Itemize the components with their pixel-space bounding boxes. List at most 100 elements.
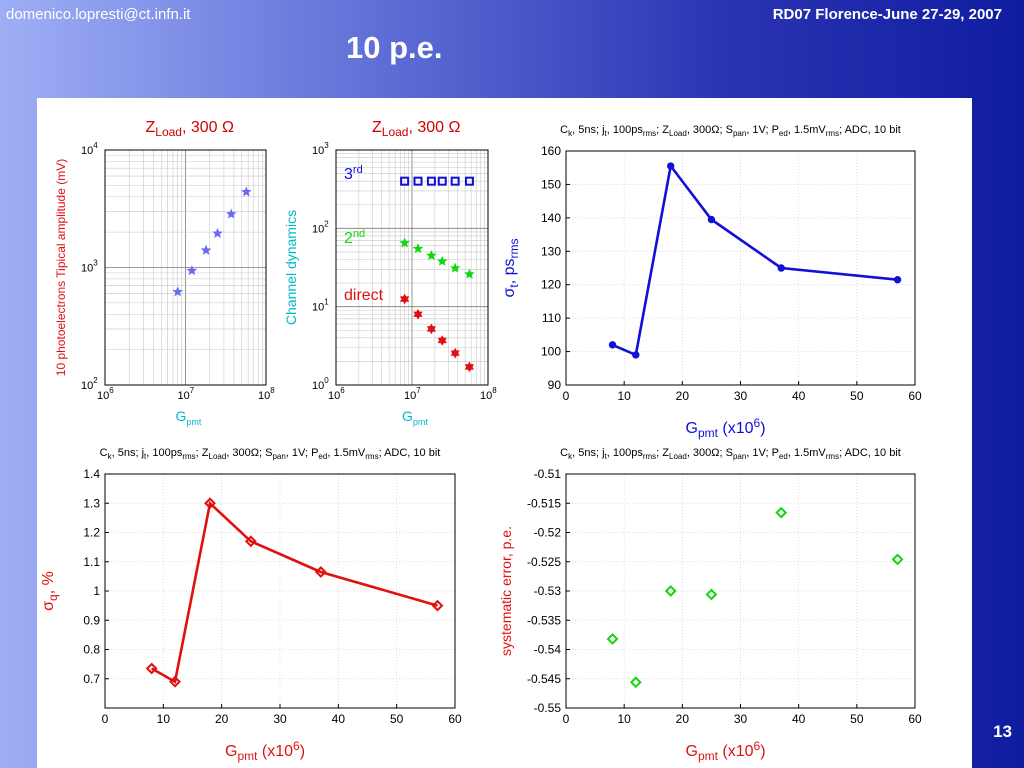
series-label: 3rd [344,164,363,183]
x-tick-label: 10 [617,712,631,726]
y-tick-label: 104 [81,141,98,157]
data-point [464,268,475,279]
series-label: 2nd [344,228,365,247]
data-point [664,585,677,597]
x-axis-label: Gpmt [176,408,202,427]
x-tick-label: 0 [563,712,570,726]
y-tick-label: 101 [312,298,329,314]
y-tick-label: 102 [81,376,98,392]
data-point [226,208,237,219]
y-axis-label: σq, % [40,571,60,611]
y-axis-label: σt, psrms [501,238,521,297]
y-tick-label: 0.8 [83,643,100,657]
chart-caption: Ck, 5ns; jt, 100psrms; ZLoad, 300Ω; Span… [560,124,901,138]
y-tick-label: 1 [93,584,100,598]
y-tick-label: 102 [312,219,329,235]
x-tick-label: 107 [178,386,195,402]
y-axis-label: Channel dynamics [283,210,299,325]
y-tick-label: 0.9 [83,613,100,627]
series-b-2 [400,293,475,373]
series-label: direct [344,287,384,304]
y-tick-label: 1.2 [83,526,100,540]
x-tick-label: 106 [97,386,114,402]
x-tick-label: 107 [404,386,421,402]
data-point [314,566,327,578]
data-point [777,264,785,272]
y-tick-label: 100 [541,345,561,359]
x-axis-label: Gpmt (x106) [686,739,766,763]
data-point [172,286,184,297]
data-point [707,215,716,224]
x-tick-label: 0 [102,712,109,726]
data-point [891,553,904,566]
data-point [212,227,223,238]
x-tick-label: 60 [908,712,922,726]
data-point [413,176,423,186]
chart-e: 0 10 20 30 40 50 60 -0.55 -0.545 -0.54 -0.535 -0.53… [498,447,922,763]
data-point [464,364,475,373]
x-tick-label: 50 [850,712,864,726]
y-axis-label: 10 photoelectrons Tipical amplitude (mV) [54,159,68,376]
y-tick-label: -0.54 [534,643,562,657]
data-point [426,326,436,335]
y-tick-label: 120 [541,278,561,292]
series-d-0 [145,497,444,688]
y-tick-label: 1.4 [83,467,100,481]
y-tick-label: 130 [541,244,561,258]
figure-canvas: 106 107 108 102 103 104 ZLoad, 300 Ω Gpmt 10 pho… [40,119,922,763]
y-tick-label: 160 [541,144,561,158]
data-point [200,244,212,255]
y-tick-label: 1.1 [83,555,100,569]
plot-frame [104,149,267,386]
data-point [400,296,410,305]
data-point [241,186,252,197]
data-point [244,535,257,548]
chart-caption: Ck, 5ns; jt, 100psrms; ZLoad, 300Ω; Span… [100,447,441,461]
data-point [204,497,216,510]
data-point [426,249,437,260]
data-point [145,662,158,675]
data-point [169,675,181,688]
series-line [611,162,898,357]
data-point [775,506,788,519]
data-point [437,255,448,266]
data-point [629,676,642,689]
x-tick-label: 20 [676,389,690,403]
x-tick-label: 60 [448,712,462,726]
y-tick-label: -0.51 [534,467,562,481]
y-tick-label: 90 [548,378,562,392]
x-axis-label: Gpmt (x106) [225,739,305,763]
x-tick-label: 50 [390,712,404,726]
series-line [151,500,438,684]
y-tick-label: 1.3 [83,496,100,510]
chart-title: ZLoad, 300 Ω [146,119,235,139]
y-tick-label: 103 [312,141,329,157]
y-tick-label: -0.545 [527,672,561,686]
x-tick-label: 106 [328,386,345,402]
x-tick-label: 20 [676,712,690,726]
x-tick-label: 50 [850,389,864,403]
data-point [449,262,461,273]
data-point [464,176,474,186]
figure-panel: 106 107 108 102 103 104 ZLoad, 300 Ω Gpmt 10 pho… [37,98,972,768]
series-e-0 [606,506,904,689]
author-email: domenico.lopresti@ct.infn.it [6,6,191,23]
x-tick-label: 40 [332,712,346,726]
chart-c: 0 10 20 30 40 50 60 90 100 110 120 130 140 150 160 Ck, … [501,124,922,440]
data-point [400,176,410,186]
y-tick-label: 103 [81,259,98,275]
x-tick-label: 30 [734,389,748,403]
x-tick-label: 108 [258,386,275,402]
data-point [413,311,423,320]
y-axis-label: systematic error, p.e. [498,526,514,656]
data-point [450,350,460,359]
data-point [632,351,640,359]
y-tick-label: 110 [542,311,561,325]
data-point [667,162,675,170]
y-tick-label: 0.7 [83,672,100,686]
data-point [450,176,460,186]
y-tick-label: -0.52 [534,526,562,540]
slide-number: 13 [993,722,1012,741]
y-tick-label: -0.53 [534,584,562,598]
data-point [608,341,617,349]
